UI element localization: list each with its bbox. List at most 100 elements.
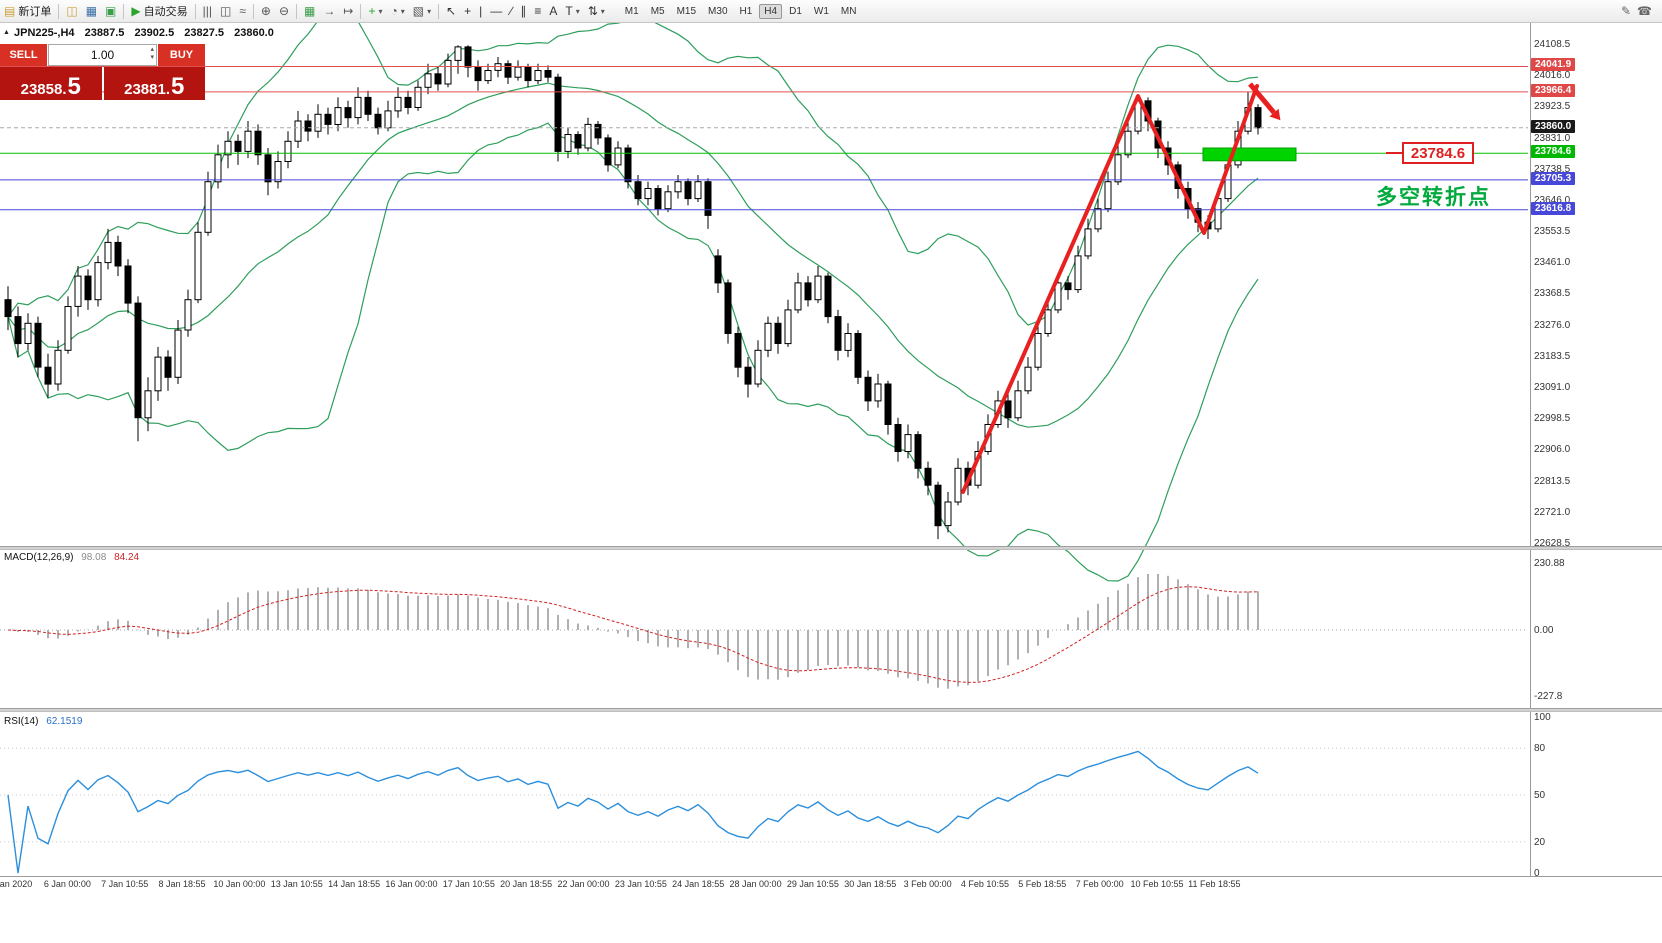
turning-point-annotation[interactable]: 多空转折点 [1376, 186, 1491, 209]
caret-icon: ▾ [575, 6, 580, 16]
price-axis-label: 23831.0 [1534, 132, 1571, 144]
text-button[interactable]: A [545, 2, 561, 20]
time-axis-label[interactable]: 6 Jan 00:00 [43, 879, 91, 889]
auto-scroll-button[interactable]: → [319, 2, 339, 20]
chart-shift-button[interactable]: ↦ [339, 2, 357, 20]
time-axis-label[interactable]: 24 Jan 18:55 [672, 879, 725, 889]
candle-bear [734, 333, 742, 368]
buy-price-panel[interactable]: 23881. 5 [103, 67, 205, 100]
candlestick-chart-button[interactable]: ◫ [216, 2, 235, 20]
volume-down-icon[interactable]: ▾ [150, 54, 154, 62]
timeframe-toolbar: M1 M5 M15 M30 H1 H4 D1 W1 MN [619, 3, 863, 19]
time-axis-label[interactable]: 28 Jan 00:00 [729, 879, 782, 889]
time-axis-label[interactable]: 16 Jan 00:00 [385, 879, 438, 889]
volume-input[interactable]: 1.00 ▴ ▾ [48, 44, 157, 66]
macd-panel-separator[interactable] [0, 546, 1662, 550]
timeframe-mn-button[interactable]: MN [840, 5, 857, 17]
candle-bull [514, 66, 522, 78]
edit-icon[interactable]: ✎ [1620, 4, 1632, 18]
candle-bear [504, 63, 512, 78]
timeframe-m15-button[interactable]: M15 [676, 5, 697, 17]
sell-button[interactable]: SELL [0, 44, 47, 66]
timeframe-h1-button[interactable]: H1 [739, 5, 753, 17]
arrows-button[interactable]: ⇅ ▾ [584, 2, 609, 20]
timeframe-m30-button[interactable]: M30 [708, 5, 728, 17]
time-axis-label[interactable]: 13 Jan 10:55 [270, 879, 323, 889]
time-axis-label[interactable]: 5 Feb 18:55 [1018, 879, 1067, 889]
candle-bear [124, 265, 132, 304]
time-axis-label[interactable]: 20 Jan 18:55 [500, 879, 553, 889]
timeframe-h4-button[interactable]: H4 [759, 3, 783, 19]
time-axis-label[interactable]: 4 Feb 10:55 [960, 879, 1009, 889]
rsi-axis-label: 50 [1534, 790, 1546, 801]
time-axis-label[interactable]: 3 Feb 00:00 [903, 879, 952, 889]
candle-bear [634, 181, 642, 200]
volume-up-icon[interactable]: ▴ [150, 46, 154, 53]
indicators-icon: + [368, 4, 376, 18]
fibonacci-button[interactable]: ≡ [530, 2, 545, 20]
tile-windows-button[interactable]: ▦ [300, 2, 319, 20]
buy-price: 23881. [124, 81, 171, 98]
candle-bear [84, 275, 92, 301]
time-axis-label[interactable]: 23 Jan 10:55 [614, 879, 667, 889]
navigator-button[interactable]: ▣ [101, 2, 120, 20]
candle-bull [664, 191, 672, 210]
time-axis-label[interactable]: 17 Jan 10:55 [442, 879, 495, 889]
indicators-button[interactable]: + ▾ [364, 2, 386, 20]
time-axis-label[interactable]: 22 Jan 00:00 [557, 879, 610, 889]
candle-bull [1014, 390, 1022, 419]
vertical-line-button[interactable]: | [475, 2, 486, 20]
price-line-label: 23616.8 [1531, 201, 1576, 215]
time-axis-label[interactable]: 10 Feb 10:55 [1130, 879, 1184, 889]
phone-icon[interactable]: ☎ [1637, 4, 1652, 18]
rsi-panel-separator[interactable] [0, 708, 1662, 712]
sell-price-panel[interactable]: 23858. 5 [0, 67, 102, 100]
cursor-button[interactable]: ↖ [442, 2, 460, 20]
time-axis-label[interactable]: 8 Jan 18:55 [158, 879, 206, 889]
bar-chart-button[interactable]: ||| [199, 2, 216, 20]
time-axis-label[interactable]: 2 Jan 2020 [0, 879, 33, 889]
zoom-out-icon: ⊖ [278, 4, 290, 18]
candle-bull [314, 113, 322, 132]
horizontal-line-button[interactable]: — [486, 2, 506, 20]
timeframe-m1-button[interactable]: M1 [624, 5, 639, 17]
time-axis-label[interactable]: 7 Jan 10:55 [101, 879, 149, 889]
candle-bull [754, 349, 762, 385]
channel-button[interactable]: ∥ [516, 2, 530, 20]
candle-bear [404, 96, 412, 109]
timeframe-d1-button[interactable]: D1 [789, 5, 802, 17]
charts-window-button[interactable]: ◫ [62, 2, 81, 20]
price-callout[interactable]: 23784.6 [1402, 142, 1474, 164]
candle-bear [464, 46, 472, 68]
zoom-out-button[interactable]: ⊖ [275, 2, 293, 20]
time-axis-label[interactable]: 14 Jan 18:55 [328, 879, 381, 889]
down-arrow-annotation[interactable] [1248, 82, 1276, 115]
candle-bull [1084, 228, 1092, 257]
market-watch-button[interactable]: ▦ [82, 2, 101, 20]
time-axis-label[interactable]: 29 Jan 10:55 [786, 879, 839, 889]
time-axis-label[interactable]: 11 Feb 18:55 [1188, 879, 1241, 889]
time-axis-label[interactable]: 10 Jan 00:00 [213, 879, 266, 889]
line-chart-button[interactable]: ≈ [235, 2, 250, 20]
label-button[interactable]: T ▾ [561, 2, 583, 20]
new-order-button[interactable]: ▤ 新订单 [0, 2, 55, 20]
highlight-zone[interactable] [1202, 147, 1297, 162]
templates-button[interactable]: ▧ ▾ [409, 2, 435, 20]
rsi-axis-label: 80 [1534, 743, 1546, 755]
zoom-in-button[interactable]: ⊕ [257, 2, 275, 20]
horizontal-line-icon: — [490, 4, 503, 18]
line-chart-icon: ≈ [239, 4, 246, 18]
bollinger-middle-band [7, 82, 1259, 428]
time-axis-label[interactable]: 7 Feb 00:00 [1075, 879, 1124, 889]
autotrading-button[interactable]: ▶ 自动交易 [127, 2, 191, 20]
trendline-button[interactable]: ∕ [506, 2, 516, 20]
periods-button[interactable]: ◔ ▾ [386, 2, 408, 20]
timeframe-w1-button[interactable]: W1 [813, 5, 829, 17]
buy-button[interactable]: BUY [158, 44, 205, 66]
time-axis-label[interactable]: 30 Jan 18:55 [844, 879, 897, 889]
buy-price-big-digit: 5 [171, 72, 185, 100]
timeframe-m5-button[interactable]: M5 [650, 5, 665, 17]
trend-zigzag-annotation[interactable] [961, 84, 1259, 494]
crosshair-button[interactable]: + [460, 2, 475, 20]
candle-bull [94, 262, 102, 301]
